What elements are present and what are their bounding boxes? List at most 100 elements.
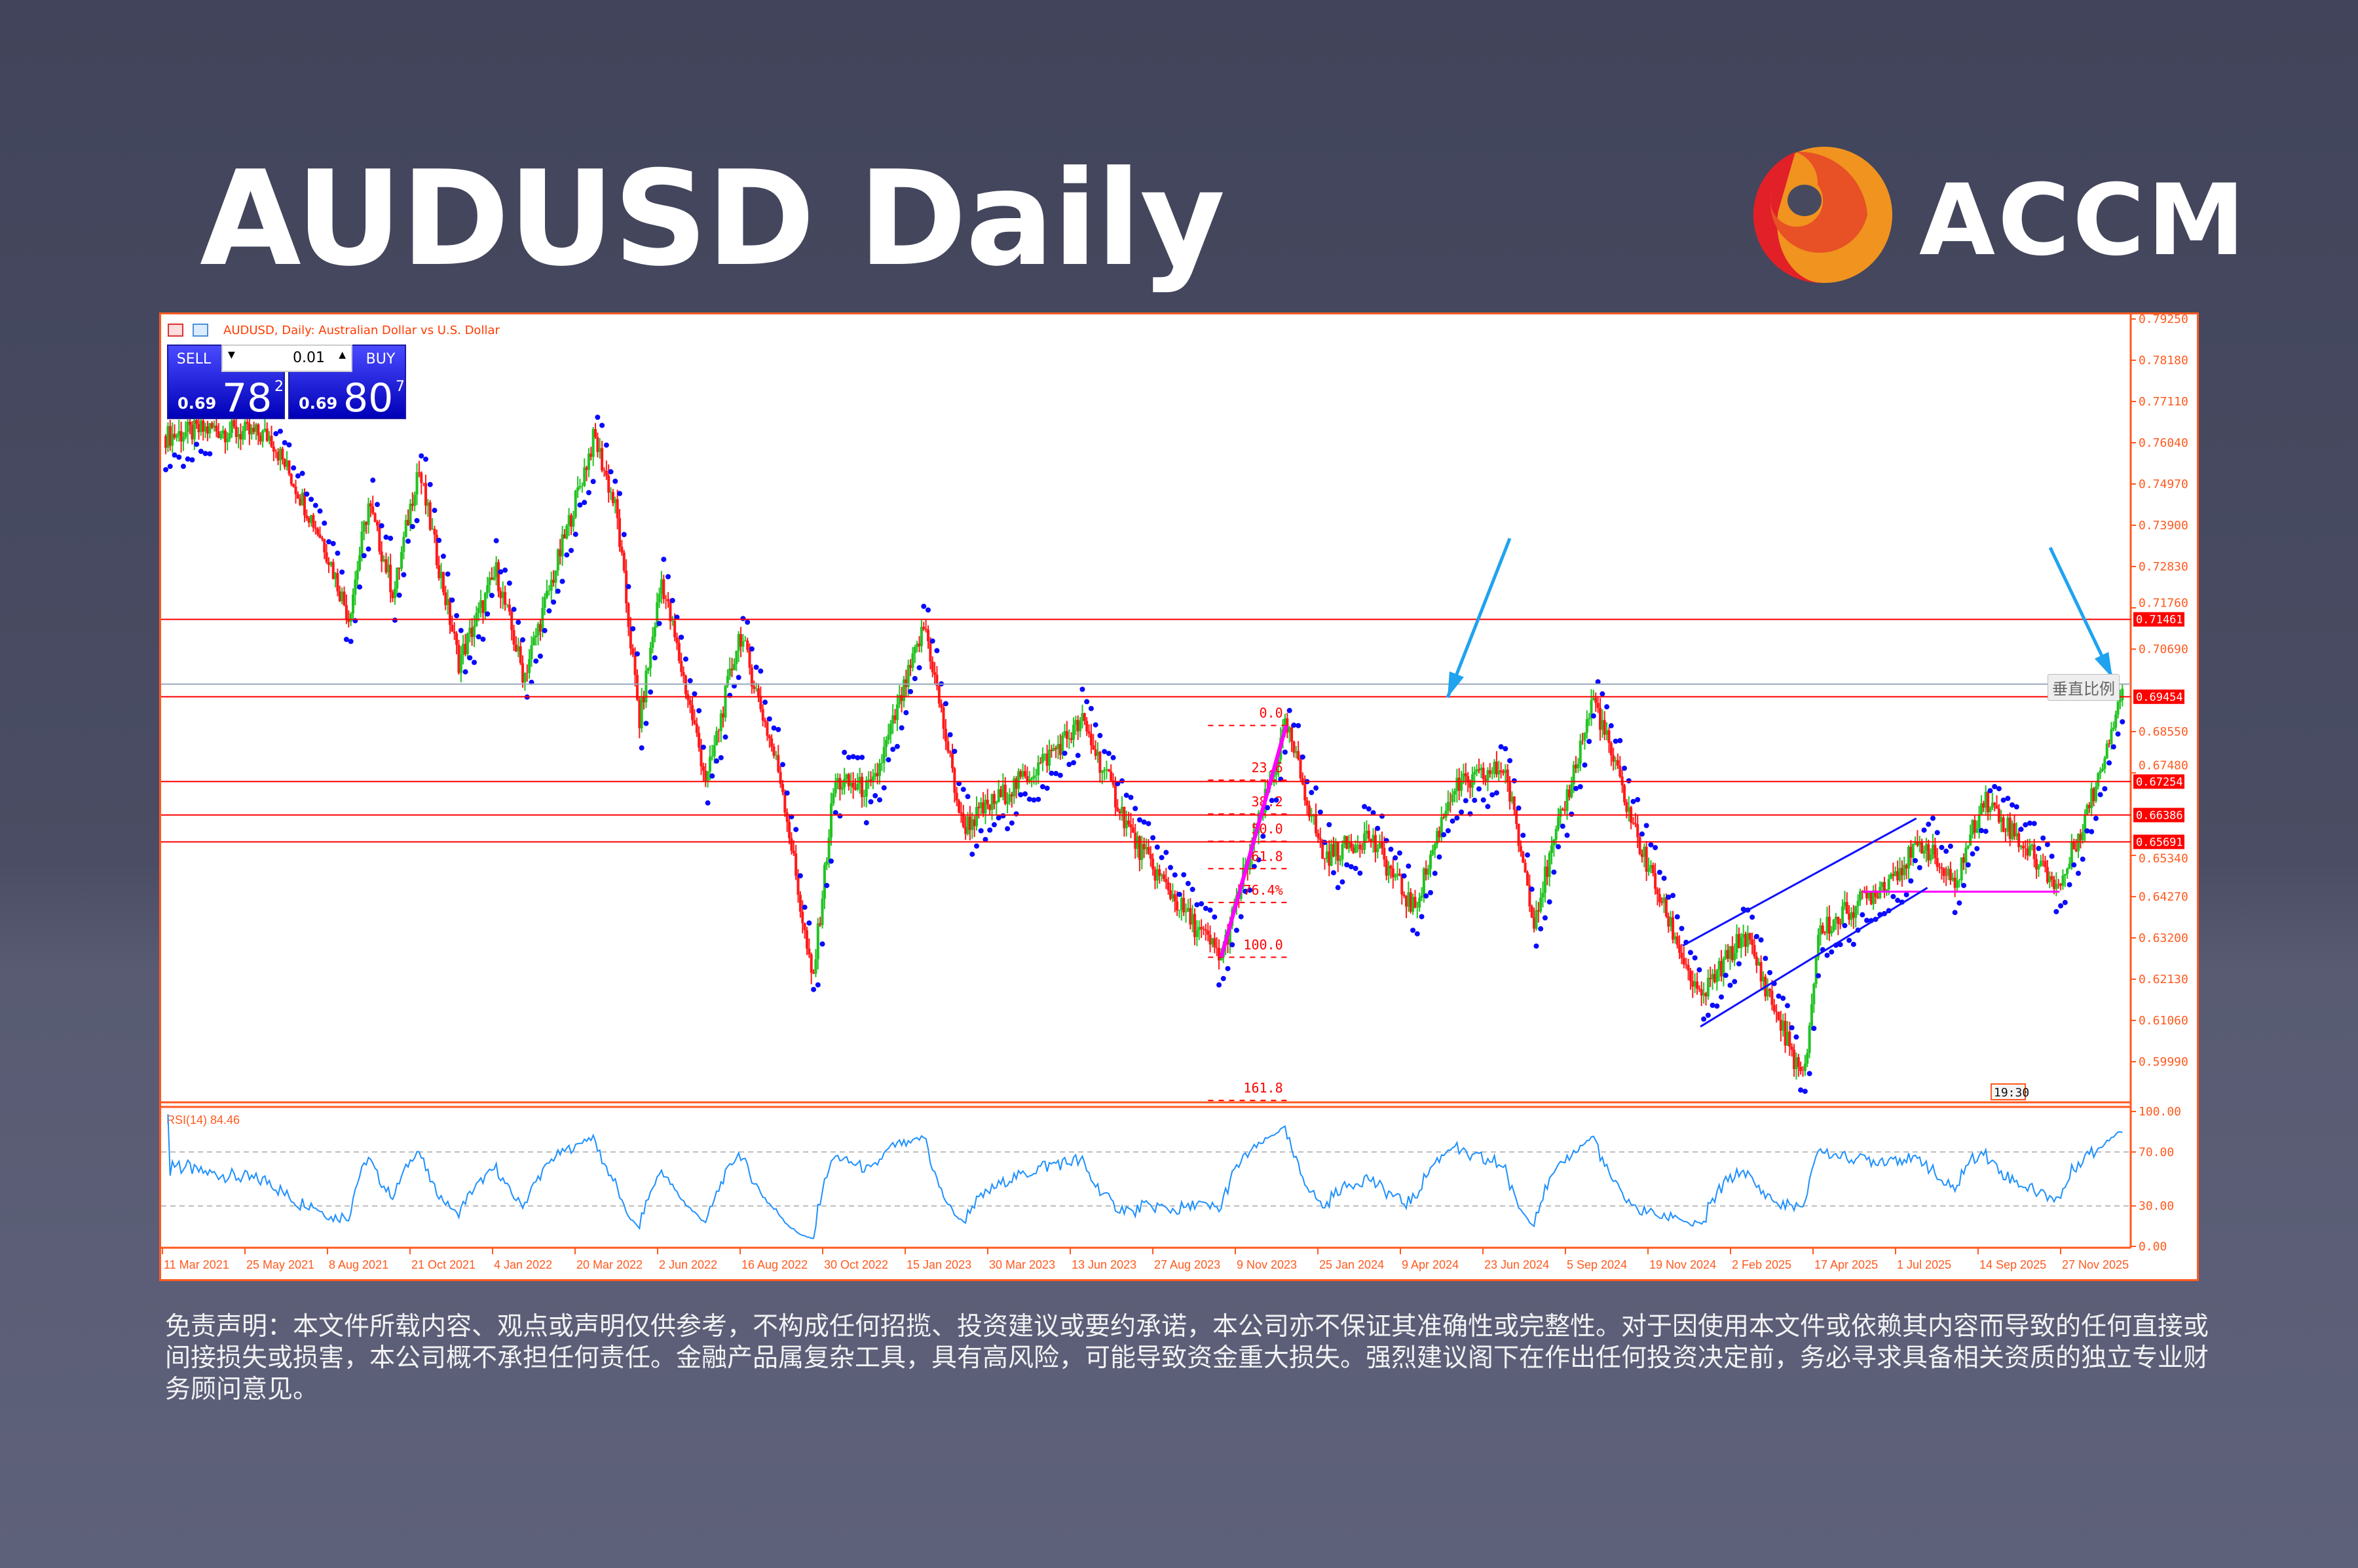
sar-dot [1992,783,1998,789]
sar-dot [643,720,649,726]
sar-dot [621,532,627,538]
sar-dot [1146,821,1151,827]
sar-dot [736,675,741,681]
vertical-scale-tooltip: 垂直比例 [2048,674,2120,701]
sar-dot [180,464,186,470]
sar-dot [1947,844,1953,849]
sar-dot [330,540,336,546]
sar-dot [1313,785,1319,791]
sar-dot [1102,749,1108,755]
y-tick-label: 0.72830 [2139,560,2188,574]
sar-dot [1115,781,1121,787]
sar-dot [868,799,874,805]
sar-dot [1934,830,1940,836]
chart-window[interactable]: 0.79250 0.78180 0.77110 0.76040 0.74970 0.739… [159,312,2199,1281]
sar-dot [1661,875,1667,881]
price-chart[interactable]: 0.79250 0.78180 0.77110 0.76040 0.74970 0.739… [161,314,2197,1279]
sar-dot [1798,1087,1804,1093]
sar-dot [572,531,578,537]
sar-dot [960,787,966,793]
sar-dot [1824,952,1830,958]
sar-dot [1600,691,1605,697]
sar-dot [1687,950,1693,956]
sar-dot [1802,1089,1808,1094]
y-tick-label: 0.64270 [2139,890,2188,904]
sar-dot [1710,1002,1715,1008]
sar-dot [1719,994,1725,1000]
sar-dot [1524,852,1530,858]
fib-label: 76.4% [1243,882,1282,898]
sar-dot [679,634,684,640]
sar-dot [582,500,588,506]
sar-dot [1388,846,1394,852]
lot-size-input[interactable]: 0.01 [293,350,325,366]
sar-dot [1696,967,1702,973]
rsi-label: RSI(14) 84.46 [166,1113,240,1127]
sar-dot [489,593,495,599]
arrow-line [1446,538,1512,698]
sar-dot [2036,846,2042,851]
x-tick-label: 19 Nov 2024 [1649,1258,1716,1271]
sar-dot [1031,797,1037,803]
x-tick-label: 17 Apr 2025 [1814,1258,1878,1271]
buy-label: BUY [365,351,396,367]
arrow-icon [2094,652,2112,678]
sar-dot [797,873,803,879]
sar-dot [569,548,574,553]
sar-dot [1260,833,1266,839]
sar-dot [718,755,724,760]
sar-dot [440,553,446,559]
sar-dot [1670,893,1676,899]
sar-dot [1542,915,1548,921]
sar-dot [295,473,301,479]
sar-dot [669,597,675,603]
sar-dot [1243,888,1248,894]
x-tick-label: 27 Aug 2023 [1154,1258,1220,1271]
sar-dot [185,456,191,462]
sar-dot [335,550,341,556]
sar-dot [559,578,565,584]
sar-dot [2049,853,2055,859]
sar-dot [850,754,856,760]
sar-dot [599,422,605,428]
sar-dot [639,745,645,751]
sar-dot [1423,893,1429,899]
sar-dot [2110,744,2116,750]
sar-dot [2093,815,2099,821]
sar-dot [1860,912,1865,918]
sar-dot [1656,869,1662,875]
sar-dot [1366,806,1372,812]
sar-dot [1952,910,1958,916]
sar-dot [1459,809,1465,815]
sar-dot [1577,784,1583,790]
lot-increase-icon[interactable]: ▲ [339,350,346,360]
sar-dot [687,678,693,684]
sar-dot [1965,862,1971,868]
lot-size-stepper[interactable]: ▼ 0.01 ▲ [221,345,352,372]
sar-dot [343,637,349,643]
sar-dot [921,603,927,609]
sar-dot [1300,754,1305,760]
lot-decrease-icon[interactable]: ▼ [228,350,235,360]
sar-dot [485,611,491,617]
sar-dot [449,597,455,603]
sar-dot [1062,751,1068,756]
sar-dot [1326,822,1332,828]
sar-dot [766,716,772,722]
sar-dot [749,646,755,652]
x-tick-label: 16 Aug 2022 [741,1258,808,1271]
sar-dot [1864,918,1870,924]
sar-dot [194,441,200,447]
fib-trendline [1219,724,1288,958]
sar-dot [454,613,460,619]
sar-dot [934,648,940,654]
sar-dot [846,755,852,760]
sar-dot [665,574,671,580]
sar-dot [714,758,720,764]
sar-dot [779,762,785,768]
y-tick-label: 0.61060 [2139,1014,2188,1028]
y-tick-label: 0.76040 [2139,436,2188,450]
sar-dot [1141,819,1147,825]
sar-dot [537,653,543,659]
sar-dot [1251,863,1257,869]
